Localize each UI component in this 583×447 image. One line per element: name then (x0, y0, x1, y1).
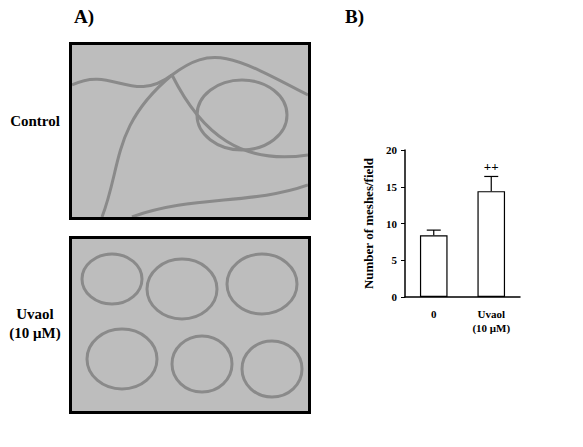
svg-text:10: 10 (386, 218, 398, 230)
html-text:B): B) (345, 6, 364, 27)
svg-text:Number of meshes/field: Number of meshes/field (361, 157, 376, 289)
svg-text:0: 0 (431, 308, 437, 320)
html-text:Uvaol (10 μM): Uvaol (10 μM) (9, 306, 61, 341)
svg-text:15: 15 (386, 181, 398, 193)
svg-text:0: 0 (392, 291, 398, 303)
svg-text:20: 20 (386, 144, 398, 156)
html-text:Control: Control (10, 113, 60, 129)
svg-text:Uvaol: Uvaol (478, 308, 506, 320)
html-text:A): A) (74, 6, 95, 27)
svg-text:++: ++ (484, 159, 499, 174)
svg-text:5: 5 (392, 254, 398, 266)
svg-text:(10 μM): (10 μM) (472, 322, 510, 335)
